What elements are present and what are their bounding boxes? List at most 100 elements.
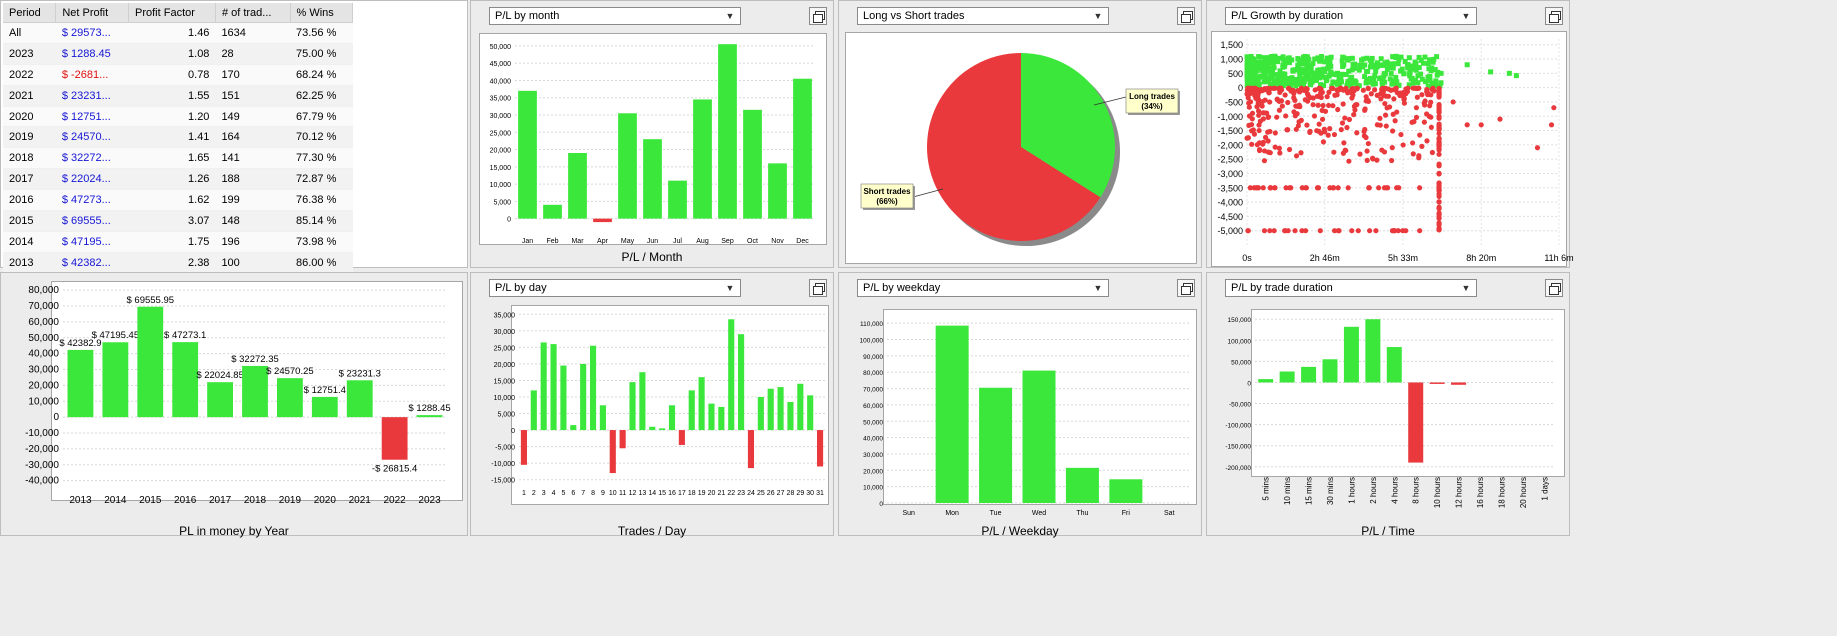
losing-trade-point [1410,140,1416,146]
winning-trade-point [1259,67,1265,73]
pl-by-month-dropdown[interactable]: P/L by month ▼ [489,7,741,25]
popout-window-icon[interactable] [1177,279,1195,297]
stats-table[interactable]: Period Net Profit Profit Factor # of trad..… [3,3,353,274]
chevron-down-icon[interactable]: ▼ [1093,11,1103,21]
losing-trade-point [1421,119,1427,125]
monthly-pl-chart: 0 5,000 10,000 15,000 20,000 25,000 30,000 35,0… [490,44,815,245]
popout-window-icon[interactable] [809,7,827,25]
table-row[interactable]: 2013 $ 42382... 2.38 100 86.00 % [3,252,353,274]
winning-trade-point [1304,54,1310,60]
popout-window-icon[interactable] [1545,279,1563,297]
popout-window-icon[interactable] [809,279,827,297]
net-profit-cell: $ 29573... [55,22,129,44]
winning-trade-point [1304,63,1310,69]
y-tick-label: 15,000 [490,165,512,172]
x-tick-label: 29 [796,490,804,497]
chevron-down-icon[interactable]: ▼ [1461,283,1471,293]
winning-trade-point [1295,56,1301,62]
winning-trade-point [1364,55,1370,61]
table-row[interactable]: 2020 $ 12751... 1.20 149 67.79 % [3,106,353,128]
bar [580,363,587,431]
winning-trade-point [1269,54,1275,60]
losing-trade-point [1436,115,1442,121]
table-row[interactable]: 2022 $ -2681... 0.78 170 68.24 % [3,64,353,86]
winning-trade-point [1244,58,1250,64]
x-tick-label: 2022 [384,495,407,506]
winning-trade-point [1256,60,1262,66]
column-header[interactable]: % Wins [290,3,353,23]
popout-window-icon[interactable] [1177,7,1195,25]
x-tick-label: 4 [552,490,556,497]
x-tick-label: 8 hours [1412,477,1421,504]
table-row[interactable]: 2023 $ 1288.45 1.08 28 75.00 % [3,43,353,65]
y-tick-label: -10,000 [25,428,59,439]
winning-trade-point [1488,69,1494,75]
data-label: $ 47195.45 [92,330,140,341]
column-header[interactable]: Profit Factor [128,3,216,23]
x-tick-label: 2018 [244,495,267,506]
chevron-down-icon[interactable]: ▼ [725,283,735,293]
losing-trade-point [1363,94,1369,100]
data-label: $ 23231.3 [339,368,381,379]
winning-trade-point [1513,73,1519,79]
losing-trade-point [1249,116,1255,122]
winning-trade-point [1280,83,1286,89]
bar [593,218,612,223]
long-vs-short-dropdown[interactable]: Long vs Short trades ▼ [857,7,1109,25]
winning-trade-point [1430,59,1436,65]
x-tick-label: 2023 [418,495,441,506]
losing-trade-point [1274,96,1280,103]
winning-trade-point [1274,55,1280,61]
winning-trade-point [1410,80,1416,86]
table-row[interactable]: 2021 $ 23231... 1.55 151 62.25 % [3,85,353,107]
table-row[interactable]: 2018 $ 32272... 1.65 141 77.30 % [3,147,353,170]
losing-trade-point [1255,108,1262,114]
column-header[interactable]: Net Profit [55,3,129,23]
table-row[interactable]: 2017 $ 22024... 1.26 188 72.87 % [3,168,353,191]
profit-factor-cell: 1.62 [128,189,216,212]
losing-trade-point [1382,112,1389,118]
losing-trade-point [1373,228,1379,234]
y-tick-label: 1,000 [1220,55,1243,65]
bar [242,365,268,418]
net-profit-cell: $ 47273... [55,189,129,212]
table-row[interactable]: 2016 $ 47273... 1.62 199 76.38 % [3,189,353,212]
losing-trade-point [1392,118,1398,124]
chevron-down-icon[interactable]: ▼ [1093,283,1103,293]
net-profit-cell: $ 22024... [55,168,129,191]
table-row[interactable]: 2019 $ 24570... 1.41 164 70.12 % [3,126,353,149]
losing-trade-point [1261,228,1268,234]
column-header[interactable]: # of trad... [215,3,291,23]
column-header[interactable]: Period [3,3,57,23]
data-label: $ 24570.25 [266,366,314,377]
winning-trade-point [1306,56,1312,62]
bar [777,387,784,431]
table-row[interactable]: 2015 $ 69555... 3.07 148 85.14 % [3,210,353,232]
callout-box [860,183,914,209]
losing-trade-point [1393,85,1399,92]
bar [618,113,637,219]
table-row[interactable]: 2014 $ 47195... 1.75 196 73.98 % [3,231,353,253]
pl-by-day-dropdown[interactable]: P/L by day ▼ [489,279,741,297]
pl-by-weekday-dropdown[interactable]: P/L by weekday ▼ [857,279,1109,297]
popout-window-icon[interactable] [1545,7,1563,25]
bar [1386,347,1402,383]
period-cell: 2019 [3,126,56,149]
pl-by-trade-duration-dropdown[interactable]: P/L by trade duration ▼ [1225,279,1477,297]
bar [570,425,577,431]
losing-trade-point [1249,110,1256,116]
bar [1279,371,1295,383]
winning-trade-point [1392,61,1398,67]
chevron-down-icon[interactable]: ▼ [1461,11,1471,21]
losing-trade-point [1320,102,1326,109]
losing-trade-point [1295,123,1301,129]
winning-trade-point [1354,83,1360,89]
y-tick-label: 50,000 [863,419,883,426]
table-row[interactable]: All $ 29573... 1.46 1634 73.56 % [3,22,353,44]
pl-growth-dropdown[interactable]: P/L Growth by duration ▼ [1225,7,1477,25]
winning-trade-point [1322,74,1328,80]
losing-trade-point [1436,226,1442,232]
winning-trade-point [1339,58,1345,64]
chevron-down-icon[interactable]: ▼ [725,11,735,21]
winning-trade-point [1347,77,1353,83]
